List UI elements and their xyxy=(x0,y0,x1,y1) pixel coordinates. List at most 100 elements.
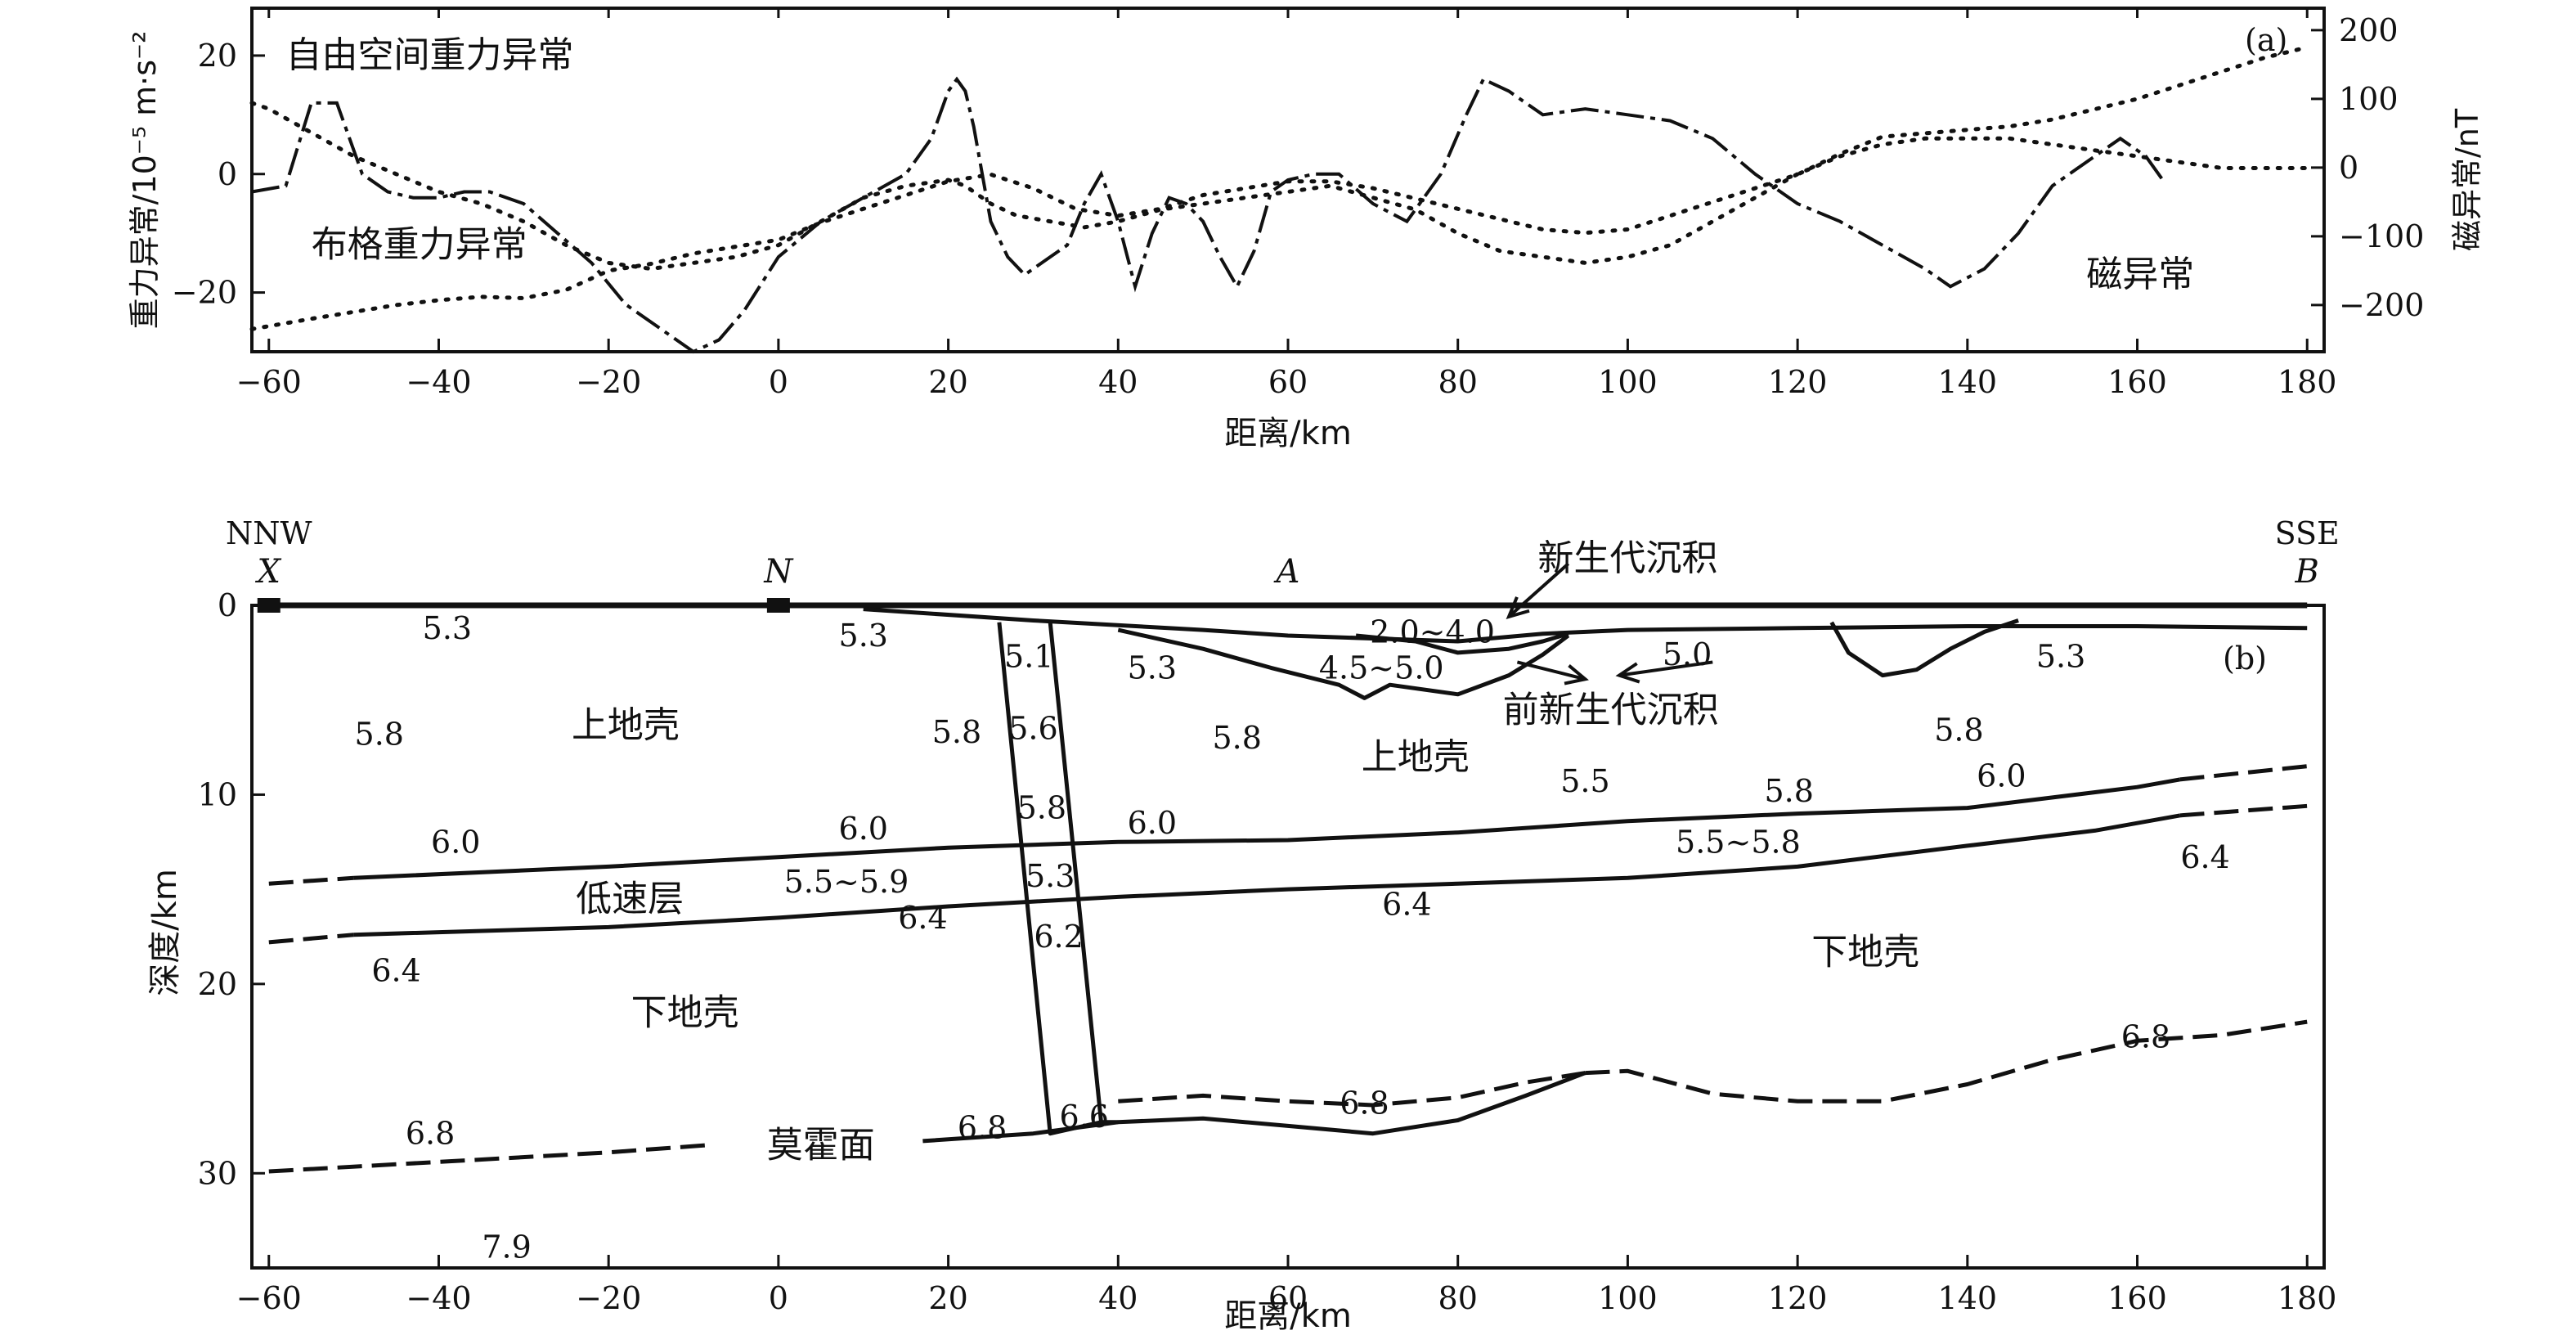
panel-a-x-tick-label: 120 xyxy=(1768,364,1828,400)
panel-b-x-tick-label: 180 xyxy=(2278,1280,2337,1316)
velocity-label: 6.6 xyxy=(1060,1099,1109,1135)
velocity-label: 6.0 xyxy=(1128,805,1177,841)
panel-b-annotation-8: 莫霍面 xyxy=(767,1125,875,1166)
panel-b-annotation-2: 前新生代沉积 xyxy=(1503,689,1719,730)
velocity-label: 5.8 xyxy=(932,714,981,750)
panel-a-x-tick-label: 40 xyxy=(1098,364,1138,400)
panel-a-y-tick-label-right: −100 xyxy=(2339,218,2424,254)
velocity-label: 6.8 xyxy=(958,1110,1007,1146)
point-label-X: X xyxy=(255,553,282,591)
panel-b-annotation-6: 下地壳 xyxy=(631,992,739,1034)
panel-b-boundary-17 xyxy=(1048,622,1119,1125)
panel-b-y-axis-label: 深度/km xyxy=(146,869,184,996)
panel-b-x-tick-label: 0 xyxy=(769,1280,788,1316)
panel-a-annotation-2: 布格重力异常 xyxy=(312,224,527,266)
panel-b-x-tick-label: 140 xyxy=(1938,1280,1998,1316)
panel-a-x-tick-label: 80 xyxy=(1438,364,1478,400)
point-label-N: N xyxy=(763,553,794,591)
panel-b-annotation-7: 下地壳 xyxy=(1811,932,1919,973)
panel-a-y-tick-label-right: 100 xyxy=(2339,81,2399,117)
panel-a-x-tick-label: −40 xyxy=(406,364,471,400)
panel-a-series-line-3 xyxy=(249,45,2309,331)
panel-b-annotation-1: 新生代沉积 xyxy=(1537,537,1717,579)
panel-a-y-tick-label-left: 0 xyxy=(218,156,237,192)
velocity-label: 5.8 xyxy=(1934,712,1983,748)
panel-b-x-tick-label: 120 xyxy=(1768,1280,1828,1316)
velocity-label: 6.0 xyxy=(839,811,888,847)
velocity-label: 6.0 xyxy=(431,824,480,860)
panel-b-annotation-5: 低速层 xyxy=(576,879,684,920)
velocity-label: 6.8 xyxy=(406,1116,455,1152)
panel-b-x-tick-label: 20 xyxy=(928,1280,967,1316)
panel-b-y-tick-label: 20 xyxy=(198,966,237,1002)
panel-b-annotation-4: 上地壳 xyxy=(1362,736,1470,778)
panel-b-y-tick-label: 0 xyxy=(218,587,237,623)
panel-b-boundary-15 xyxy=(1585,1019,2308,1104)
panel-a-x-tick-label: 0 xyxy=(769,364,788,400)
panel-a-y-tick-label-right: −200 xyxy=(2339,287,2424,323)
velocity-label: 5.3 xyxy=(1128,650,1177,685)
panel-b-y-tick-label: 30 xyxy=(198,1155,237,1191)
panel-b-x-axis-label: 距离/km xyxy=(1224,1297,1352,1335)
panel-a-y-axis-label-right: 磁异常/nT xyxy=(2449,108,2485,251)
panel-b-boundary-4 xyxy=(1355,632,1569,655)
panel-b-x-tick-label: −20 xyxy=(576,1280,641,1316)
velocity-label: 5.3 xyxy=(839,618,888,654)
velocity-label: 6.0 xyxy=(1977,757,2026,793)
panel-b-boundary-10 xyxy=(353,813,2180,937)
panel-a-x-tick-label: 160 xyxy=(2107,364,2167,400)
panel-b-x-tick-label: 100 xyxy=(1598,1280,1658,1316)
velocity-label: 5.5~5.8 xyxy=(1676,824,1801,860)
panel-a-x-tick-label: 140 xyxy=(1938,364,1998,400)
panel-b-boundary-13 xyxy=(922,1071,1586,1144)
panel-b-boundary-16 xyxy=(997,622,1102,1136)
velocity-label: 5.8 xyxy=(1765,773,1814,809)
panel-a-ticks: −60 −40 −20 0 20 40 60 80 100 120 140 160 180−20020−… xyxy=(172,8,2424,400)
panel-b-x-tick-label: 160 xyxy=(2107,1280,2167,1316)
station-marker-2 xyxy=(766,598,790,613)
velocity-label: 6.8 xyxy=(2121,1019,2170,1055)
panel-a-annotation-3: 磁异常 xyxy=(2086,254,2194,295)
panel-a-annotation-1: 自由空间重力异常 xyxy=(286,34,574,76)
panel-a-x-tick-label: −60 xyxy=(236,364,302,400)
point-label-A: A xyxy=(1273,553,1300,591)
panel-b-boundary-6 xyxy=(268,875,354,886)
arrow-3 xyxy=(1615,660,1713,684)
panel-a-x-tick-label: 20 xyxy=(928,364,967,400)
panel-b-x-tick-label: −40 xyxy=(406,1280,471,1316)
panel-b-boundary-14 xyxy=(1118,1071,1586,1108)
velocity-label: 5.5~5.9 xyxy=(784,864,909,900)
panel-b-x-tick-label: −60 xyxy=(236,1280,302,1316)
velocity-label: 5.6 xyxy=(1008,710,1057,746)
panel-a-label: (a) xyxy=(2245,22,2287,58)
velocity-label: 5.8 xyxy=(1212,720,1261,756)
velocity-label: 6.4 xyxy=(371,953,420,989)
velocity-label: 5.8 xyxy=(355,716,404,752)
station-marker-1 xyxy=(257,598,280,613)
direction-label-1: NNW xyxy=(226,515,312,551)
panel-a-y-tick-label-left: 20 xyxy=(198,38,237,74)
panel-a-x-tick-label: 100 xyxy=(1598,364,1658,400)
panel-a-x-tick-label: 180 xyxy=(2278,364,2337,400)
panel-b-x-tick-label: 60 xyxy=(1268,1280,1308,1316)
velocity-label: 5.5 xyxy=(1560,763,1609,799)
panel-b-boundary-11 xyxy=(2179,803,2308,818)
panel-a-series-line-2 xyxy=(249,101,2309,272)
arrow-2 xyxy=(1516,660,1589,685)
panel-b-x-tick-label: 40 xyxy=(1098,1280,1138,1316)
panel-a-x-tick-label: −20 xyxy=(576,364,641,400)
velocity-label: 4.5~5.0 xyxy=(1319,650,1444,685)
panel-a-series-line-1 xyxy=(251,76,2165,354)
panel-b-y-tick-label: 10 xyxy=(198,776,237,812)
arrow-1 xyxy=(1506,562,1570,619)
velocity-label: 2.0~4.0 xyxy=(1370,614,1495,650)
velocity-label: 6.2 xyxy=(1034,919,1083,955)
panel-b-annotation-3: 上地壳 xyxy=(572,704,680,746)
panel-b-series xyxy=(257,562,2308,1174)
panel-a-y-tick-label-left: −20 xyxy=(172,275,237,311)
velocity-label: 6.4 xyxy=(1382,887,1431,923)
direction-label-4: SSE xyxy=(2275,515,2340,551)
panel-b-frame xyxy=(250,604,2326,1270)
